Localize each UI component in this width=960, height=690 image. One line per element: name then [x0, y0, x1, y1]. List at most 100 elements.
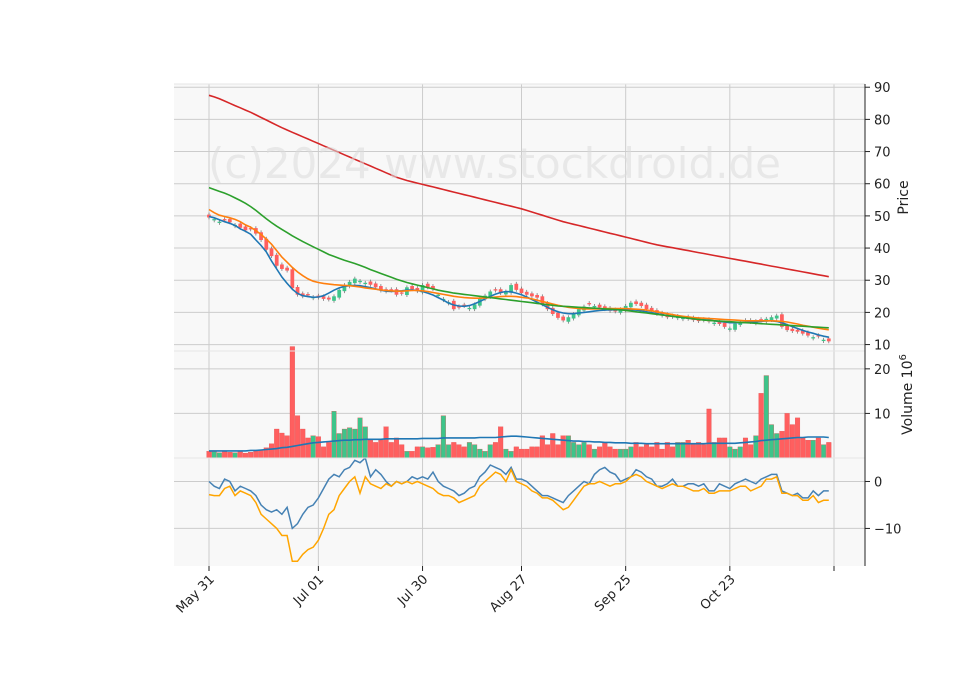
candle-body	[618, 309, 623, 313]
candle-body	[420, 285, 425, 293]
volume-bar	[805, 440, 811, 459]
candle-body	[629, 302, 633, 308]
macd-tick-label: −10	[874, 522, 901, 537]
candle-body	[550, 307, 555, 315]
candle-body	[342, 285, 347, 292]
candle-body	[347, 281, 352, 287]
price-tick-label: 40	[874, 242, 891, 257]
price-ma-line-3	[208, 94, 829, 278]
volume-bar	[206, 451, 212, 459]
candle-body	[509, 285, 513, 293]
volume-bar	[534, 446, 540, 459]
volume-bar	[602, 442, 608, 459]
candle-body	[337, 289, 342, 298]
candle-body	[457, 306, 461, 308]
volume-bar	[383, 426, 389, 459]
volume-bar	[425, 447, 431, 459]
volume-bar	[696, 442, 702, 459]
candle-body	[712, 322, 717, 324]
candle-body	[431, 286, 435, 290]
candle-body	[368, 281, 373, 285]
volume-bar	[685, 440, 691, 459]
volume-bar	[565, 435, 571, 459]
candle-body	[759, 319, 763, 321]
x-tick-label: Jul 01	[290, 572, 327, 609]
volume-bar	[670, 446, 676, 459]
volume-bar	[440, 415, 446, 459]
candle-body	[321, 296, 326, 299]
candle-body	[259, 232, 263, 241]
volume-bar	[597, 446, 603, 459]
volume-bar	[612, 448, 618, 459]
candle-body	[540, 296, 545, 305]
candle-body	[785, 325, 789, 331]
volume-bar	[456, 444, 462, 459]
candle-body	[212, 219, 217, 221]
volume-bar	[732, 448, 738, 459]
candle-body	[644, 304, 649, 310]
candle-body	[306, 294, 310, 296]
price-tick-label: 20	[874, 306, 891, 321]
candle-body	[264, 238, 269, 250]
price-tick-label: 90	[874, 81, 891, 96]
volume-bar	[763, 375, 769, 459]
volume-bar	[701, 444, 707, 459]
candle-body	[207, 214, 211, 218]
watermark: (c)2024 www.stockdroid.de	[208, 139, 781, 188]
price-tick-label: 60	[874, 178, 891, 193]
volume-bar	[216, 452, 222, 459]
volume-bar	[373, 442, 379, 459]
volume-bar	[779, 431, 785, 459]
candle-body	[769, 317, 774, 321]
volume-bar	[513, 446, 519, 459]
volume-bar	[758, 393, 764, 459]
volume-bar	[274, 428, 280, 459]
volume-bar	[487, 444, 493, 459]
candle-body	[811, 337, 816, 339]
volume-bar	[774, 433, 780, 459]
volume-bar	[295, 415, 301, 459]
volume-bar	[617, 448, 623, 459]
volume-bar	[300, 428, 306, 459]
candle-body	[727, 328, 732, 330]
volume-bar	[352, 428, 358, 459]
price-ma-line-1	[208, 208, 829, 331]
volume-bar	[305, 437, 311, 459]
volume-axis-label: Volume 106	[898, 354, 916, 435]
volume-bar	[503, 448, 509, 459]
candle-body	[243, 226, 248, 231]
signal-line	[208, 467, 829, 563]
volume-bar	[222, 450, 228, 459]
volume-bar	[560, 435, 566, 459]
candle-body	[415, 287, 420, 292]
volume-bar	[529, 446, 535, 459]
candle-body	[816, 335, 821, 337]
candle-body	[561, 316, 566, 321]
volume-bar	[394, 437, 399, 459]
candle-body	[332, 296, 336, 301]
volume-bar	[576, 444, 582, 459]
volume-bar	[357, 417, 363, 459]
candle-body	[379, 286, 383, 291]
volume-ma-line	[209, 435, 829, 452]
candle-body	[295, 286, 300, 295]
volume-bar	[706, 408, 712, 459]
price-axis-label: Price	[896, 180, 912, 214]
volume-bar	[341, 428, 347, 459]
volume-bar	[571, 442, 577, 459]
candle-body	[436, 294, 441, 296]
volume-bar	[446, 444, 452, 459]
volume-bar	[586, 444, 592, 459]
x-tick-label: Jul 30	[394, 572, 431, 609]
volume-bar	[623, 448, 629, 459]
candle-body	[504, 291, 508, 295]
candle-body	[222, 219, 227, 221]
volume-bar	[737, 446, 743, 459]
candle-body	[800, 330, 805, 334]
candle-body	[248, 228, 253, 230]
volume-bar	[675, 442, 681, 459]
volume-tick-label: 20	[874, 363, 891, 378]
candle-body	[649, 307, 654, 312]
volume-bar	[388, 442, 394, 459]
candle-body	[425, 283, 430, 288]
